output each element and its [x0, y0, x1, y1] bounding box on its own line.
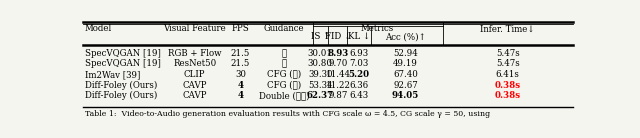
Text: 11.44: 11.44: [326, 70, 351, 79]
Text: 52.94: 52.94: [393, 49, 418, 58]
Text: 21.5: 21.5: [231, 59, 250, 68]
Text: SpecVQGAN [19]: SpecVQGAN [19]: [84, 59, 161, 68]
Text: 9.87: 9.87: [328, 91, 348, 100]
Text: 30: 30: [235, 70, 246, 79]
Text: 21.5: 21.5: [231, 49, 250, 58]
Text: Visual Feature: Visual Feature: [163, 24, 226, 33]
Text: Diff-Foley (Ours): Diff-Foley (Ours): [84, 81, 157, 90]
Text: 49.19: 49.19: [393, 59, 418, 68]
Text: Guidance: Guidance: [264, 24, 304, 33]
Text: 11.22: 11.22: [326, 81, 351, 90]
Text: Table 1:  Video-to-Audio generation evaluation results with CFG scale ω = 4.5, C: Table 1: Video-to-Audio generation evalu…: [84, 110, 490, 118]
Text: CFG (✓): CFG (✓): [267, 81, 301, 90]
Text: 6.43: 6.43: [349, 91, 369, 100]
Text: Model: Model: [84, 24, 112, 33]
Text: Metrics: Metrics: [361, 24, 394, 33]
Text: 6.93: 6.93: [349, 49, 369, 58]
Text: 30.01: 30.01: [308, 49, 333, 58]
Text: CLIP: CLIP: [184, 70, 205, 79]
Text: RGB + Flow: RGB + Flow: [168, 49, 221, 58]
Text: Acc (%)↑: Acc (%)↑: [385, 32, 426, 41]
Text: Im2Wav [39]: Im2Wav [39]: [84, 70, 140, 79]
Text: CAVP: CAVP: [182, 81, 207, 90]
Text: ✗: ✗: [281, 59, 286, 68]
Text: ResNet50: ResNet50: [173, 59, 216, 68]
Text: 4: 4: [237, 91, 243, 100]
Text: 4: 4: [237, 81, 243, 90]
Text: 8.93: 8.93: [328, 49, 349, 58]
Text: 5.20: 5.20: [348, 70, 369, 79]
Text: 7.03: 7.03: [349, 59, 369, 68]
Text: FID ↓: FID ↓: [325, 32, 351, 41]
Text: 62.37: 62.37: [307, 91, 334, 100]
Text: KL ↓: KL ↓: [348, 32, 370, 41]
Text: CFG (✓): CFG (✓): [267, 70, 301, 79]
Text: SpecVQGAN [19]: SpecVQGAN [19]: [84, 49, 161, 58]
Text: 94.05: 94.05: [392, 91, 419, 100]
Text: 0.38s: 0.38s: [495, 91, 521, 100]
Text: CAVP: CAVP: [182, 91, 207, 100]
Text: Infer. Time↓: Infer. Time↓: [481, 24, 535, 33]
Text: 53.34: 53.34: [308, 81, 333, 90]
Text: FPS: FPS: [232, 24, 250, 33]
Text: Double (✓✓): Double (✓✓): [259, 91, 309, 100]
Text: 6.41s: 6.41s: [496, 70, 520, 79]
Text: 5.47s: 5.47s: [496, 49, 520, 58]
Text: 30.80: 30.80: [308, 59, 333, 68]
Text: 6.36: 6.36: [349, 81, 369, 90]
Text: 0.38s: 0.38s: [495, 81, 521, 90]
Text: 92.67: 92.67: [393, 81, 418, 90]
Text: 5.47s: 5.47s: [496, 59, 520, 68]
Text: 67.40: 67.40: [393, 70, 418, 79]
Text: ✗: ✗: [281, 49, 286, 58]
Text: IS ↑: IS ↑: [310, 32, 330, 41]
Text: 9.70: 9.70: [328, 59, 348, 68]
Text: Diff-Foley (Ours): Diff-Foley (Ours): [84, 91, 157, 100]
Text: 39.30: 39.30: [308, 70, 333, 79]
